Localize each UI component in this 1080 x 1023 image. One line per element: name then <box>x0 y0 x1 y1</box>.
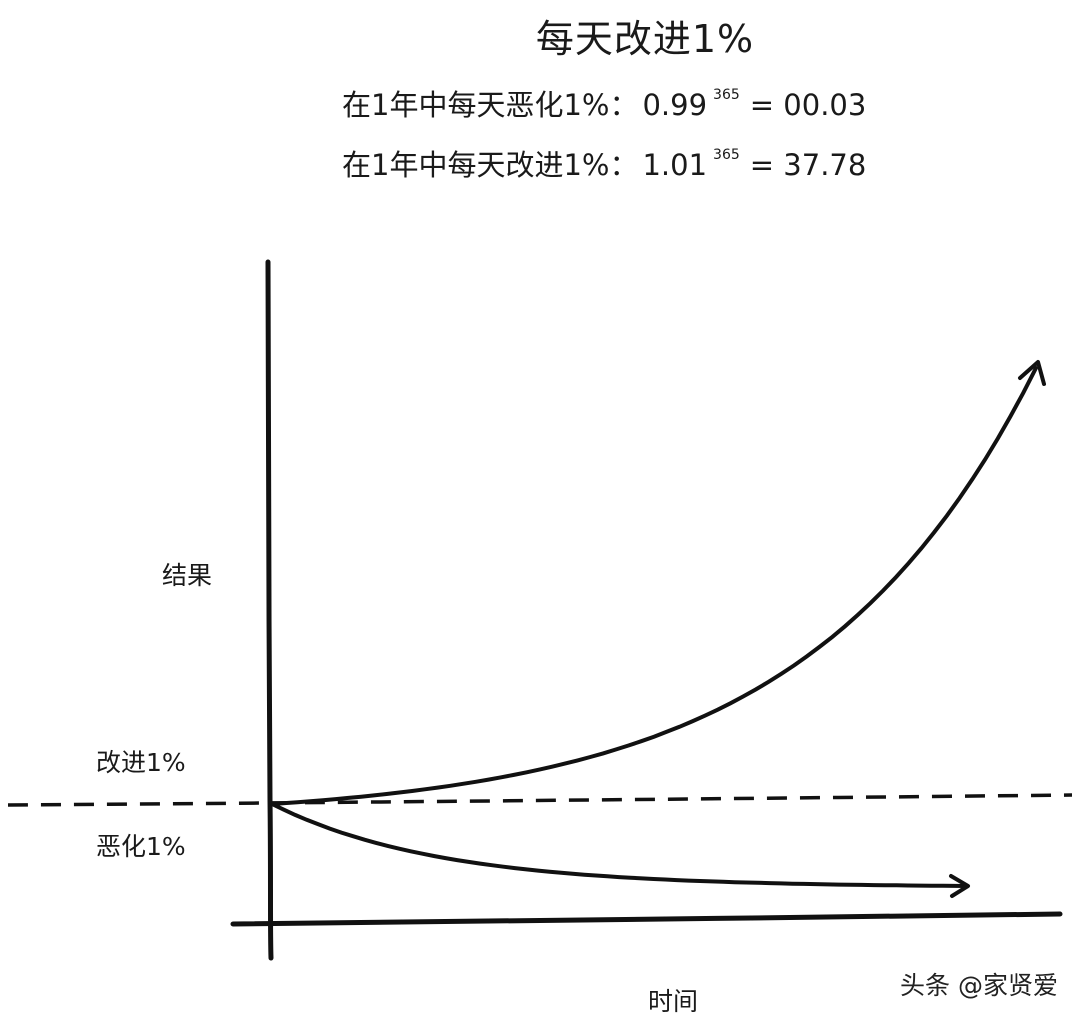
baseline-label-improve: 改进1% <box>96 748 186 777</box>
baseline-label-worsen: 恶化1% <box>96 832 186 861</box>
equation-worsen-label: 在1年中每天恶化1%： <box>342 88 639 122</box>
equation-worsen: 在1年中每天恶化1%： 0.99 365 = 00.03 <box>342 82 866 124</box>
x-axis-label: 时间 <box>648 987 699 1016</box>
x-axis <box>230 911 1063 927</box>
series-improve-arrowhead <box>1018 360 1046 386</box>
y-axis-label: 结果 <box>162 561 213 590</box>
series-worsen-arrowhead <box>949 874 970 898</box>
y-axis <box>265 259 274 961</box>
equation-worsen-exponent: 365 <box>713 87 740 103</box>
equation-improve-label: 在1年中每天改进1%： <box>342 148 639 182</box>
equation-worsen-base: 0.99 <box>642 88 708 122</box>
watermark-text: 头条 @家贤爱 <box>900 971 1058 1000</box>
baseline-dashed-line <box>7 793 1073 807</box>
series-worsen-line <box>270 802 968 888</box>
chart-title: 每天改进1% <box>535 17 755 61</box>
equation-improve-result: = 37.78 <box>749 148 867 182</box>
equation-improve-exponent: 365 <box>713 147 740 163</box>
equation-improve: 在1年中每天改进1%： 1.01 365 = 37.78 <box>342 142 866 184</box>
series-improve-line <box>270 366 1038 806</box>
equation-improve-base: 1.01 <box>642 148 708 182</box>
equation-worsen-result: = 00.03 <box>749 88 867 122</box>
